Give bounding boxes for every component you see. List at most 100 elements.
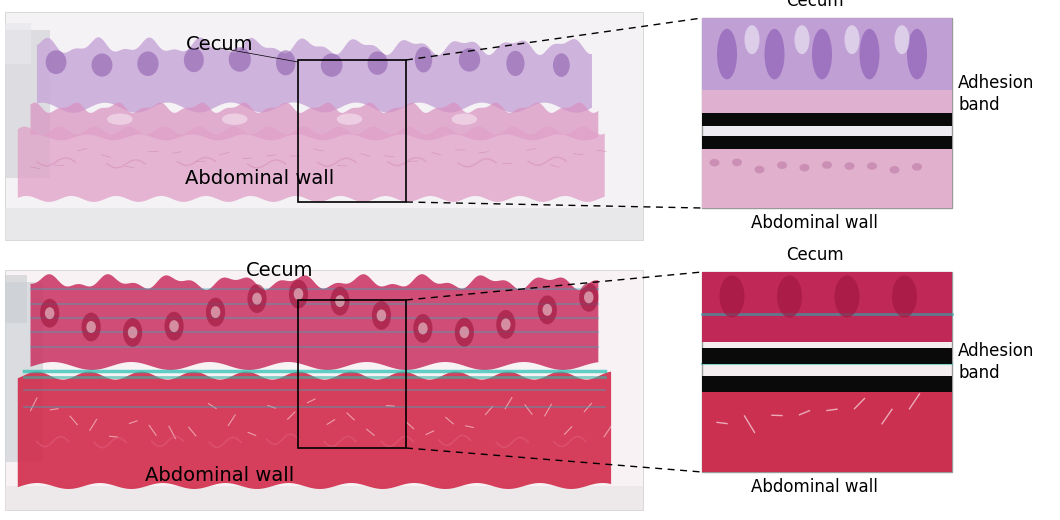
Bar bbox=[5, 208, 643, 240]
Ellipse shape bbox=[744, 25, 760, 54]
Polygon shape bbox=[37, 37, 591, 113]
Text: Adhesion
band: Adhesion band bbox=[958, 74, 1035, 114]
Bar bbox=[5, 270, 643, 510]
Ellipse shape bbox=[579, 283, 598, 311]
Text: Cecum: Cecum bbox=[785, 246, 844, 264]
Ellipse shape bbox=[414, 47, 432, 72]
Ellipse shape bbox=[170, 320, 179, 332]
Ellipse shape bbox=[912, 163, 922, 171]
Ellipse shape bbox=[893, 276, 917, 318]
Ellipse shape bbox=[91, 54, 112, 76]
Ellipse shape bbox=[720, 276, 744, 318]
Ellipse shape bbox=[507, 51, 525, 76]
Ellipse shape bbox=[822, 161, 832, 169]
Text: Adhesion
band: Adhesion band bbox=[958, 342, 1035, 382]
Ellipse shape bbox=[252, 293, 262, 305]
Ellipse shape bbox=[107, 113, 132, 125]
Bar bbox=[702, 18, 952, 90]
Ellipse shape bbox=[584, 291, 594, 303]
Ellipse shape bbox=[183, 48, 204, 72]
Ellipse shape bbox=[537, 295, 556, 324]
Bar bbox=[702, 18, 952, 208]
Bar bbox=[702, 90, 952, 113]
Polygon shape bbox=[18, 126, 604, 202]
Bar bbox=[702, 113, 952, 126]
Ellipse shape bbox=[501, 318, 511, 330]
Ellipse shape bbox=[795, 25, 810, 54]
Ellipse shape bbox=[335, 295, 344, 307]
Ellipse shape bbox=[222, 113, 247, 125]
Ellipse shape bbox=[496, 310, 515, 339]
Bar bbox=[5, 30, 50, 178]
Bar bbox=[5, 23, 31, 64]
Ellipse shape bbox=[276, 50, 296, 75]
Ellipse shape bbox=[717, 29, 737, 80]
Ellipse shape bbox=[413, 314, 432, 343]
Ellipse shape bbox=[40, 299, 59, 328]
Bar bbox=[298, 300, 406, 448]
Ellipse shape bbox=[164, 312, 183, 341]
Text: Abdominal wall: Abdominal wall bbox=[752, 478, 878, 496]
Ellipse shape bbox=[889, 166, 900, 174]
Ellipse shape bbox=[46, 50, 67, 74]
Ellipse shape bbox=[543, 304, 552, 316]
Bar bbox=[702, 272, 952, 472]
Text: Abdominal wall: Abdominal wall bbox=[145, 466, 295, 485]
Ellipse shape bbox=[368, 51, 388, 75]
Text: Cecum: Cecum bbox=[187, 35, 253, 54]
Ellipse shape bbox=[553, 54, 569, 77]
Ellipse shape bbox=[289, 280, 308, 308]
Ellipse shape bbox=[834, 276, 860, 318]
Bar bbox=[5, 282, 43, 462]
Ellipse shape bbox=[294, 288, 303, 300]
Ellipse shape bbox=[372, 301, 391, 330]
Ellipse shape bbox=[229, 47, 251, 72]
Ellipse shape bbox=[907, 29, 928, 80]
Ellipse shape bbox=[709, 159, 720, 166]
Ellipse shape bbox=[123, 318, 142, 347]
Ellipse shape bbox=[452, 113, 477, 125]
Bar bbox=[298, 60, 406, 202]
Bar bbox=[702, 376, 952, 392]
Ellipse shape bbox=[460, 326, 470, 338]
Text: Cecum: Cecum bbox=[246, 261, 314, 280]
Ellipse shape bbox=[845, 25, 860, 54]
Ellipse shape bbox=[331, 287, 350, 316]
Text: Abdominal wall: Abdominal wall bbox=[752, 214, 878, 232]
Ellipse shape bbox=[337, 113, 363, 125]
Ellipse shape bbox=[755, 166, 764, 173]
Ellipse shape bbox=[799, 164, 810, 172]
Bar bbox=[702, 392, 952, 472]
Ellipse shape bbox=[845, 162, 854, 170]
Ellipse shape bbox=[812, 29, 832, 80]
Ellipse shape bbox=[82, 313, 101, 341]
Ellipse shape bbox=[764, 29, 784, 80]
Bar bbox=[702, 272, 952, 342]
Ellipse shape bbox=[128, 327, 138, 339]
Bar bbox=[5, 486, 643, 510]
Ellipse shape bbox=[418, 322, 427, 334]
Polygon shape bbox=[18, 372, 612, 489]
Ellipse shape bbox=[211, 306, 220, 318]
Ellipse shape bbox=[86, 321, 95, 333]
Ellipse shape bbox=[732, 159, 742, 166]
Ellipse shape bbox=[860, 29, 880, 80]
Ellipse shape bbox=[459, 48, 480, 72]
Ellipse shape bbox=[867, 162, 877, 170]
Ellipse shape bbox=[138, 51, 159, 76]
Text: Abdominal wall: Abdominal wall bbox=[186, 168, 335, 188]
Bar bbox=[702, 348, 952, 364]
Bar bbox=[702, 136, 952, 149]
Ellipse shape bbox=[455, 318, 474, 347]
Ellipse shape bbox=[321, 54, 342, 77]
Ellipse shape bbox=[895, 25, 909, 54]
Text: Cecum: Cecum bbox=[785, 0, 844, 10]
Polygon shape bbox=[31, 274, 598, 370]
Ellipse shape bbox=[777, 161, 787, 169]
Bar bbox=[5, 12, 643, 240]
Bar bbox=[702, 149, 952, 208]
Polygon shape bbox=[31, 102, 598, 140]
Ellipse shape bbox=[206, 297, 225, 327]
Ellipse shape bbox=[777, 276, 802, 318]
Ellipse shape bbox=[247, 284, 266, 313]
